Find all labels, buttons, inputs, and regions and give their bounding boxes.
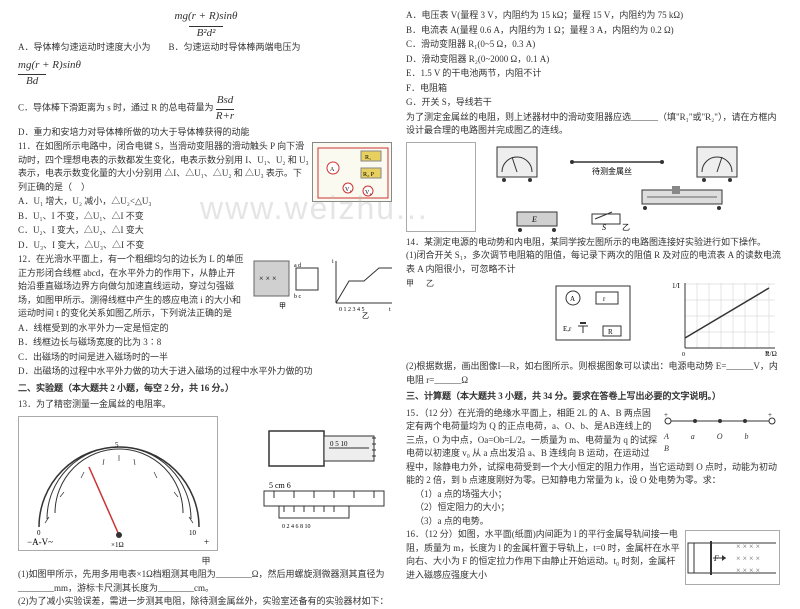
formula-1: mg(r + R)sinθ B²d² <box>18 8 394 41</box>
item-e: E．1.5 V 的干电池两节，内阻不计 <box>406 67 782 81</box>
q7c-denom: R+r <box>216 109 234 122</box>
svg-text:V₁: V₁ <box>345 187 351 193</box>
svg-text:0 2 4 6 8 10: 0 2 4 6 8 10 <box>282 524 311 530</box>
svg-text:A: A <box>570 295 575 303</box>
q13-2: (2)为了减小实验误差，需进一步测其电阻，除待测金属丝外，实验室还备有的实验器材… <box>18 595 394 609</box>
svg-text:× × × ×: × × × × <box>736 542 760 551</box>
gauge-figure: 0 5 10 −A-V~ + ×1Ω <box>18 416 218 551</box>
svg-text:R₁: R₁ <box>365 155 371 161</box>
svg-text:+: + <box>664 411 668 419</box>
q7c: C．导体棒下滑距离为 s 时，通过 R 的总电荷量为 <box>18 102 214 112</box>
tbl-h2: 乙 <box>426 279 434 288</box>
q12d: D．出磁场的过程中水平外力做的功大于进入磁场的过程中水平外力做的功 <box>18 365 394 379</box>
svg-text:10: 10 <box>189 529 197 537</box>
section-2-title: 二、实验题（本大题共 2 小题，每空 2 分，共 16 分。） <box>18 382 394 396</box>
svg-text:5 cm 6: 5 cm 6 <box>269 481 291 490</box>
svg-text:× × × ×: × × × × <box>736 554 760 563</box>
item-g: G．开关 S，导线若干 <box>406 96 782 110</box>
svg-text:×1Ω: ×1Ω <box>111 541 124 549</box>
ir-chart: 1/I R/Ω 0 7 <box>670 278 780 358</box>
formula-2-denom: Bd <box>18 74 46 87</box>
q7c-row: C．导体棒下滑距离为 s 时，通过 R 的总电荷量为 Bsd R+r <box>18 92 394 125</box>
tbl-h1: 甲 <box>406 279 414 288</box>
svg-text:i: i <box>332 259 334 265</box>
q11c: C．U₂、I 变大，△U₂、△I 变大 <box>18 224 394 238</box>
formula-1-denom: B²d² <box>189 26 224 39</box>
right-column: A．电压表 V(量程 3 V，内阻约为 15 kΩ；量程 15 V，内阻约为 7… <box>400 8 788 557</box>
svg-text:t: t <box>389 307 391 313</box>
apparatus-figure: 待测金属丝 E S 乙 <box>482 142 782 232</box>
q15-labels: A a O b B <box>660 431 780 455</box>
svg-text:a d: a d <box>294 263 301 269</box>
q14: 14．某测定电源的电动势和内电阻，某同学按左图所示的电路图连接好实验进行如下操作… <box>406 236 782 250</box>
q15-1: （1）a 点的场强大小； <box>406 488 782 502</box>
q12c: C．出磁场的时间是进入磁场时的一半 <box>18 351 394 365</box>
svg-text:5: 5 <box>115 441 119 449</box>
formula-2-num: mg(r + R)sinθ <box>18 59 81 71</box>
svg-text:−A-V~: −A-V~ <box>27 537 53 547</box>
svg-text:0 1 2 3 4 5: 0 1 2 3 4 5 <box>339 307 365 313</box>
page: mg(r + R)sinθ B²d² A．导体棒匀速运动时速度大小为 B．匀速运… <box>0 0 800 565</box>
circuit-blank-box <box>406 142 476 232</box>
apparatus-row: 待测金属丝 E S 乙 <box>406 142 782 232</box>
circuit-figure-q11: R₁ A R₂ P V₁ V₂ <box>312 142 392 202</box>
svg-text:b c: b c <box>294 294 302 300</box>
q15-figure: + + A a O b B <box>660 409 780 455</box>
q16-figure: F × × × × × × × × × × × × <box>685 530 780 585</box>
item-b: B．电流表 A(量程 0.6 A，内阻约为 1 Ω；量程 3 A，内阻约为 0.… <box>406 24 782 38</box>
svg-text:R: R <box>608 328 613 336</box>
q14-table: 甲 乙 <box>406 278 546 290</box>
item-a: A．电压表 V(量程 3 V，内阻约为 15 kΩ；量程 15 V，内阻约为 7… <box>406 9 782 23</box>
q7b: B．匀速运动时导体棒两端电压为 <box>169 42 301 52</box>
q7c-num: Bsd <box>217 94 234 106</box>
svg-text:E,r: E,r <box>563 325 572 333</box>
q14-1: (1)闭合开关 S₁，多次调节电阻箱的阻值，每记录下两次的阻值 R 及对应的电流… <box>406 249 782 276</box>
svg-text:× × ×: × × × <box>259 274 277 283</box>
svg-text:A: A <box>330 167 335 173</box>
svg-text:+: + <box>768 411 772 419</box>
q-rheostat: 为了测定金属丝的电阻，则上述器材中的滑动变阻器应选______（填"R₁"或"R… <box>406 111 782 138</box>
q13-1: (1)如图甲所示，先用多用电表×1Ω档粗测其电阻为________Ω，然后用螺旋… <box>18 568 394 595</box>
svg-text:1/I: 1/I <box>672 282 680 290</box>
q14-2: (2)根据数据，画出图像I—R，如右图所示。则根据图象可以读出：电源电动势 E=… <box>406 360 782 387</box>
q13: 13．为了精密测量一金属丝的电阻率。 <box>18 398 394 412</box>
q7a: A．导体棒匀速运动时速度大小为 <box>18 42 151 52</box>
svg-text:+: + <box>204 537 209 547</box>
left-column: mg(r + R)sinθ B²d² A．导体棒匀速运动时速度大小为 B．匀速运… <box>12 8 400 557</box>
formula-1-num: mg(r + R)sinθ <box>175 10 238 22</box>
svg-text:0: 0 <box>682 352 685 358</box>
svg-text:待测金属丝: 待测金属丝 <box>592 166 632 176</box>
q15-3: （3）a 点的电势。 <box>406 515 782 529</box>
q12b: B．线框边长与磁场宽度的比为 3∶8 <box>18 336 394 350</box>
svg-text:甲: 甲 <box>279 302 286 310</box>
svg-text:E: E <box>531 215 537 224</box>
svg-text:V₂: V₂ <box>365 190 371 196</box>
q15-2: （2）恒定阻力的大小； <box>406 501 782 515</box>
q12-figures: a d b c × × × 甲 i t 0 1 2 3 4 5 乙 <box>244 253 394 323</box>
formula-2: mg(r + R)sinθ Bd <box>18 57 394 90</box>
svg-text:R₂ P: R₂ P <box>363 172 375 178</box>
svg-text:乙: 乙 <box>362 312 369 320</box>
q14-circuit: A r E,r R <box>548 278 638 348</box>
q7-row: A．导体棒匀速运动时速度大小为 B．匀速运动时导体棒两端电压为 <box>18 41 394 55</box>
section-3-title: 三、计算题（本大题共 3 小题，共 34 分。要求在答卷上写出必要的文字说明。） <box>406 390 782 404</box>
svg-text:× × × ×: × × × × <box>736 566 760 575</box>
q7d: D．重力和安培力对导体棒所做的功大于导体棒获得的动能 <box>18 126 394 140</box>
svg-text:0 5 10: 0 5 10 <box>330 440 348 448</box>
item-f: F．电阻箱 <box>406 82 782 96</box>
svg-text:乙: 乙 <box>622 223 630 232</box>
svg-text:7: 7 <box>766 352 769 358</box>
svg-text:S: S <box>602 223 606 232</box>
svg-text:0: 0 <box>37 529 41 537</box>
item-d: D．滑动变阻器 R₂(0~2000 Ω，0.1 A) <box>406 53 782 67</box>
micrometer-figure: 0 5 10 5 cm 6 <box>254 416 394 551</box>
gauge-caption: 甲 <box>18 555 394 569</box>
q11b: B．U₁、I 不变，△U₁、△I 不变 <box>18 210 394 224</box>
q11d: D．U₃、I 变大，△U₃、△I 不变 <box>18 239 394 253</box>
item-c: C．滑动变阻器 R₁(0~5 Ω，0.3 A) <box>406 38 782 52</box>
q12a: A．线框受到的水平外力一定是恒定的 <box>18 322 394 336</box>
